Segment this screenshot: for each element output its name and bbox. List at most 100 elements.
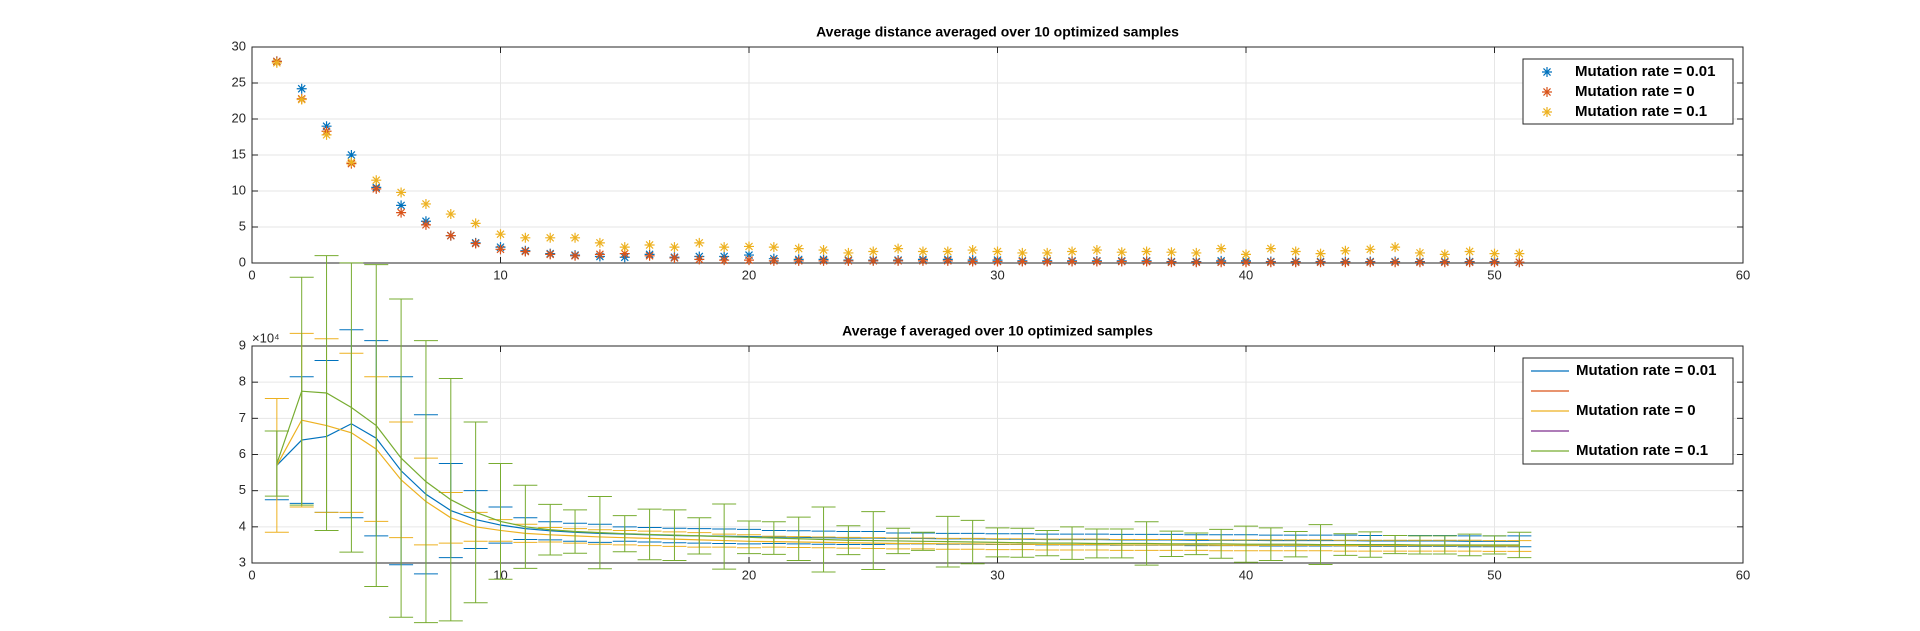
point: [744, 241, 754, 252]
x-tick-label: 40: [1239, 567, 1253, 582]
point: [893, 243, 904, 254]
y-tick-label: 25: [232, 74, 246, 89]
point: [1042, 256, 1053, 267]
point: [917, 246, 928, 257]
x-tick-label: 20: [742, 267, 756, 282]
point: [296, 94, 307, 105]
point: [1116, 247, 1127, 258]
x-tick-label: 10: [493, 267, 507, 282]
point: [669, 242, 680, 253]
legend-label: Mutation rate = 0: [1576, 402, 1696, 419]
point: [793, 255, 804, 266]
y-tick-label: 5: [239, 482, 246, 497]
point: [346, 157, 357, 168]
point: [1017, 247, 1028, 258]
point: [396, 207, 407, 218]
y-tick-label: 6: [239, 446, 246, 461]
point: [1514, 248, 1525, 259]
point: [594, 237, 605, 248]
point: [1414, 257, 1425, 268]
point: [793, 243, 804, 254]
point: [321, 121, 332, 132]
legend-label: Mutation rate = 0.1: [1575, 103, 1707, 120]
point: [420, 219, 431, 230]
point: [1166, 247, 1177, 258]
x-tick-label: 30: [990, 567, 1004, 582]
legend-marker: [1542, 67, 1552, 77]
point: [917, 255, 928, 266]
point: [619, 242, 630, 253]
x-tick-label: 60: [1736, 267, 1750, 282]
y-tick-label: 7: [239, 410, 246, 425]
legend-marker: [1542, 87, 1552, 97]
point: [1042, 247, 1053, 258]
legend-label: Mutation rate = 0.01: [1575, 63, 1715, 80]
point: [1439, 257, 1450, 268]
y-tick-label: 30: [232, 38, 246, 53]
point: [296, 83, 307, 94]
legend-marker: [1542, 107, 1552, 117]
point: [719, 242, 730, 253]
y-tick-label: 5: [239, 218, 246, 233]
point: [818, 255, 829, 266]
point: [396, 200, 407, 211]
x-tick-label: 0: [248, 567, 255, 582]
point: [396, 187, 407, 198]
point: [594, 249, 605, 260]
point: [1166, 257, 1177, 268]
point: [1414, 247, 1425, 258]
chart-title: Average f averaged over 10 optimized sam…: [842, 323, 1153, 339]
point: [694, 254, 705, 265]
point: [1241, 249, 1251, 260]
point: [420, 198, 431, 209]
point: [669, 252, 680, 263]
x-tick-label: 60: [1736, 567, 1750, 582]
point: [942, 255, 953, 266]
x-tick-label: 40: [1239, 267, 1253, 282]
point: [818, 245, 829, 256]
point: [1216, 243, 1227, 254]
point: [520, 232, 531, 243]
point: [1489, 248, 1500, 259]
point: [1315, 257, 1326, 268]
point: [1315, 248, 1326, 259]
point: [1340, 245, 1351, 256]
point: [1241, 257, 1251, 268]
legend-box: [1522, 58, 1734, 125]
y-tick-label: 10: [232, 182, 246, 197]
x-tick-label: 0: [248, 267, 255, 282]
point: [1091, 256, 1102, 267]
point: [1141, 256, 1152, 267]
point: [1365, 257, 1376, 268]
point: [545, 232, 556, 243]
point: [1191, 257, 1202, 268]
point: [1091, 245, 1102, 256]
point: [495, 244, 506, 255]
point: [321, 129, 332, 140]
point: [470, 218, 481, 229]
x-tick-label: 50: [1487, 267, 1501, 282]
point: [868, 255, 879, 266]
x-tick-label: 50: [1487, 567, 1501, 582]
y-tick-label: 9: [239, 337, 246, 352]
point: [1265, 243, 1276, 254]
point: [744, 255, 754, 266]
point: [1141, 246, 1152, 257]
point: [545, 249, 556, 260]
point: [768, 242, 779, 253]
point: [644, 250, 655, 261]
point: [992, 246, 1003, 257]
point: [1365, 244, 1376, 255]
point: [619, 248, 630, 259]
point: [719, 255, 730, 266]
point: [1067, 256, 1078, 267]
point: [1340, 257, 1351, 268]
point: [1216, 257, 1227, 268]
point: [1390, 257, 1401, 268]
point: [967, 245, 978, 256]
y-tick-label: 3: [239, 554, 246, 569]
point: [1439, 249, 1450, 260]
x-tick-label: 20: [742, 567, 756, 582]
